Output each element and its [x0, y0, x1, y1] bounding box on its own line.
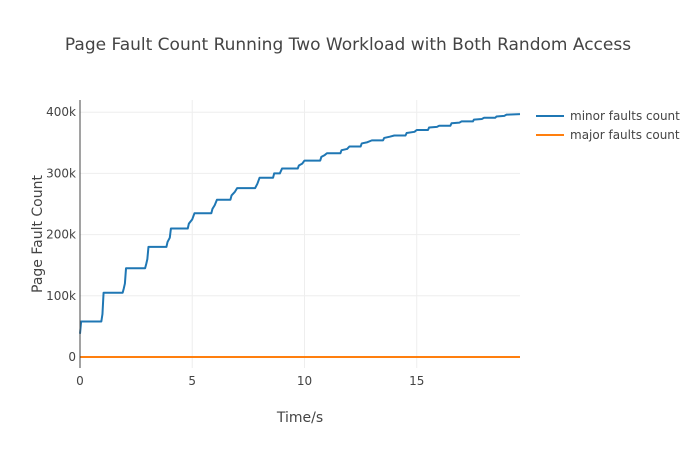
legend: minor faults count major faults count: [536, 109, 680, 142]
y-axis-title: Page Fault Count: [30, 175, 46, 293]
series-line-0: [79, 113, 521, 334]
y-tick-label: 400k: [46, 105, 76, 119]
x-axis-title: Time/s: [276, 410, 323, 426]
y-tick-label: 300k: [46, 166, 76, 180]
y-tick-label: 100k: [46, 289, 76, 303]
legend-label: minor faults count: [570, 109, 680, 123]
x-tick-label: 10: [297, 374, 312, 388]
tick-layer: 0 5 10 15 0 100k 200k 300k 400k: [46, 105, 424, 388]
x-tick-label: 0: [76, 374, 84, 388]
x-tick-label: 15: [409, 374, 424, 388]
y-tick-label: 200k: [46, 228, 76, 242]
grid-layer: [80, 100, 520, 368]
legend-label: major faults count: [570, 128, 680, 142]
x-tick-label: 5: [188, 374, 196, 388]
chart-title: Page Fault Count Running Two Workload wi…: [65, 35, 631, 55]
series-layer: [79, 113, 521, 358]
y-tick-label: 0: [68, 350, 76, 364]
